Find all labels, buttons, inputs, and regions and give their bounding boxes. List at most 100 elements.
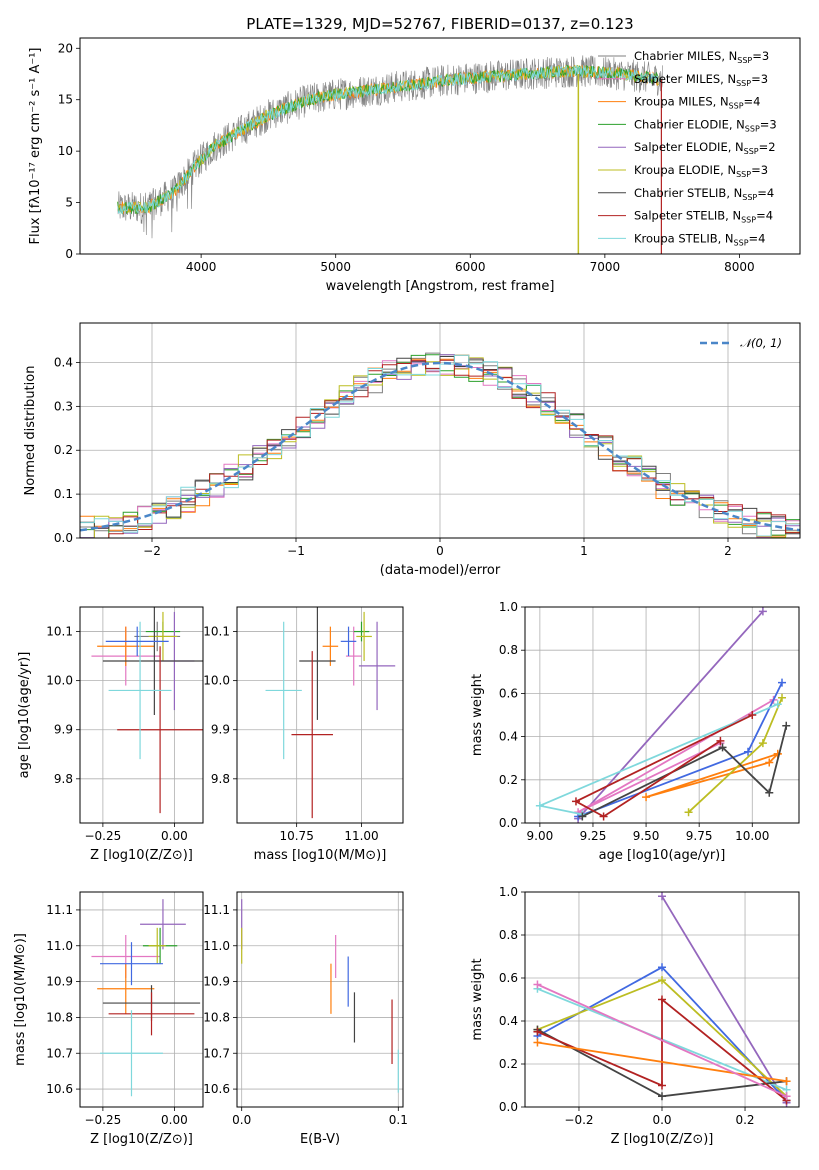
y-tick-label: 0.2 bbox=[499, 1057, 518, 1071]
panel-6: 0.0 0.1 10.6 10.7 10.8 10.9 11.0 11.1 E(B-V) bbox=[203, 891, 408, 1147]
y-tick-label: 11.0 bbox=[203, 939, 230, 953]
plot-area-4 bbox=[535, 607, 791, 823]
plus-marker bbox=[782, 1077, 791, 1086]
y-tick-label: 0.4 bbox=[54, 355, 73, 369]
plus-marker bbox=[778, 693, 787, 702]
mass-weight-line bbox=[581, 725, 788, 818]
plot-area-2 bbox=[91, 607, 203, 814]
x-tick-label: 5000 bbox=[320, 260, 351, 274]
plus-marker bbox=[658, 995, 666, 1004]
y-tick-label: 10.8 bbox=[46, 1010, 73, 1024]
plus-marker bbox=[658, 963, 666, 972]
plus-marker bbox=[571, 797, 580, 806]
mass-weight-line bbox=[537, 997, 788, 1102]
y-tick-label: 11.1 bbox=[203, 903, 230, 917]
plot-area-1 bbox=[80, 352, 800, 538]
plus-marker bbox=[782, 721, 791, 730]
x-tick-label: 7000 bbox=[590, 260, 621, 274]
y-axis-label: Normed distribution bbox=[23, 366, 38, 496]
panel-5: −0.25 0.00 10.6 10.7 10.8 10.9 11.0 11.1 Z [log1… bbox=[13, 891, 204, 1147]
x-tick-label: 10.75 bbox=[279, 829, 313, 843]
y-tick-label: 9.8 bbox=[54, 772, 73, 786]
plus-marker bbox=[684, 808, 693, 817]
plus-marker bbox=[778, 678, 787, 687]
y-tick-label: 20 bbox=[58, 41, 73, 55]
y-tick-label: 0.4 bbox=[499, 1014, 518, 1028]
x-axis-label: Z [log10(Z/Z⊙)] bbox=[611, 1132, 714, 1147]
plot-area-0 bbox=[117, 55, 663, 254]
mass-weight-line bbox=[574, 714, 753, 818]
y-tick-label: 9.9 bbox=[54, 723, 73, 737]
x-tick-label: 11.00 bbox=[344, 829, 378, 843]
y-tick-label: 0.8 bbox=[499, 643, 518, 657]
x-tick-label: 1 bbox=[580, 544, 588, 558]
y-axis-label: Flux [fλ10⁻¹⁷ erg cm⁻² s⁻¹ A⁻¹] bbox=[28, 48, 43, 245]
legend-entry: Kroupa MILES, NSSP=4 bbox=[634, 95, 760, 111]
x-tick-label: −1 bbox=[287, 544, 305, 558]
y-tick-label: 0.0 bbox=[54, 531, 73, 545]
y-tick-label: 10.1 bbox=[46, 625, 73, 639]
x-axis-label: E(B-V) bbox=[300, 1132, 340, 1147]
plus-marker bbox=[748, 711, 757, 719]
x-tick-label: −0.25 bbox=[84, 829, 121, 843]
y-tick-label: 1.0 bbox=[499, 885, 518, 899]
y-tick-label: 0.2 bbox=[54, 443, 73, 457]
x-tick-label: 8000 bbox=[724, 260, 755, 274]
plus-marker bbox=[658, 976, 666, 985]
x-tick-label: 9.75 bbox=[686, 829, 713, 843]
legend-entry: Salpeter MILES, NSSP=3 bbox=[634, 72, 768, 88]
axes-frame bbox=[524, 891, 800, 1108]
x-tick-label: 0.1 bbox=[389, 1113, 408, 1127]
x-tick-label: 9.00 bbox=[527, 829, 554, 843]
y-axis-label: mass [log10(M/M⊙)] bbox=[13, 933, 28, 1066]
x-tick-label: −2 bbox=[143, 544, 161, 558]
legend-entry: Chabrier STELIB, NSSP=4 bbox=[634, 186, 774, 202]
axes-frame bbox=[79, 37, 801, 255]
legend-entry: Chabrier ELODIE, NSSP=3 bbox=[634, 117, 777, 133]
axes-frame bbox=[236, 891, 404, 1108]
y-tick-label: 9.8 bbox=[211, 772, 230, 786]
y-tick-label: 0.0 bbox=[499, 1100, 518, 1114]
plot-area-3 bbox=[265, 607, 396, 819]
plus-marker bbox=[773, 700, 782, 709]
x-axis-label: mass [log10(M/M⊙)] bbox=[254, 848, 387, 863]
plus-marker bbox=[744, 747, 753, 756]
x-tick-label: 0 bbox=[436, 544, 444, 558]
y-tick-label: 0.6 bbox=[499, 971, 518, 985]
y-tick-label: 10.0 bbox=[46, 674, 73, 688]
mass-weight-line bbox=[661, 895, 788, 1104]
x-tick-label: 6000 bbox=[455, 260, 486, 274]
y-tick-label: 10.1 bbox=[203, 625, 230, 639]
y-tick-label: 5 bbox=[65, 196, 73, 210]
y-tick-label: 10.7 bbox=[46, 1046, 73, 1060]
x-axis-label: (data-model)/error bbox=[380, 563, 501, 578]
legend-entry: Chabrier MILES, NSSP=3 bbox=[634, 49, 769, 65]
y-axis-label: age [log10(age/yr)] bbox=[17, 652, 32, 779]
axes-frame bbox=[79, 606, 204, 824]
x-tick-label: 9.50 bbox=[633, 829, 660, 843]
legend: Chabrier MILES, NSSP=3 Salpeter MILES, NS… bbox=[598, 49, 777, 247]
plus-marker bbox=[533, 1027, 542, 1036]
y-tick-label: 10 bbox=[58, 144, 73, 158]
x-tick-label: 4000 bbox=[186, 260, 217, 274]
x-tick-label: 10.00 bbox=[735, 829, 769, 843]
y-tick-label: 10.6 bbox=[46, 1082, 73, 1096]
chart-title: PLATE=1329, MJD=52767, FIBERID=0137, z=0… bbox=[246, 15, 633, 33]
axes-frame bbox=[524, 606, 800, 824]
plot-area-7 bbox=[533, 892, 791, 1107]
plus-marker bbox=[758, 739, 767, 748]
axes-frame bbox=[79, 322, 801, 539]
y-axis-label: mass weight bbox=[470, 674, 485, 756]
x-tick-label: 0.2 bbox=[735, 1113, 754, 1127]
plus-marker bbox=[535, 801, 544, 810]
mass-weight-line bbox=[577, 699, 774, 814]
x-tick-label: −0.25 bbox=[84, 1113, 121, 1127]
y-tick-label: 10.9 bbox=[203, 975, 230, 989]
plus-marker bbox=[658, 1081, 666, 1090]
axes-frame bbox=[79, 891, 204, 1108]
x-tick-label: 0.0 bbox=[652, 1113, 671, 1127]
plus-marker bbox=[782, 1092, 791, 1101]
plus-marker bbox=[599, 812, 608, 821]
plus-marker bbox=[758, 607, 767, 616]
mass-weight-line bbox=[577, 610, 764, 820]
